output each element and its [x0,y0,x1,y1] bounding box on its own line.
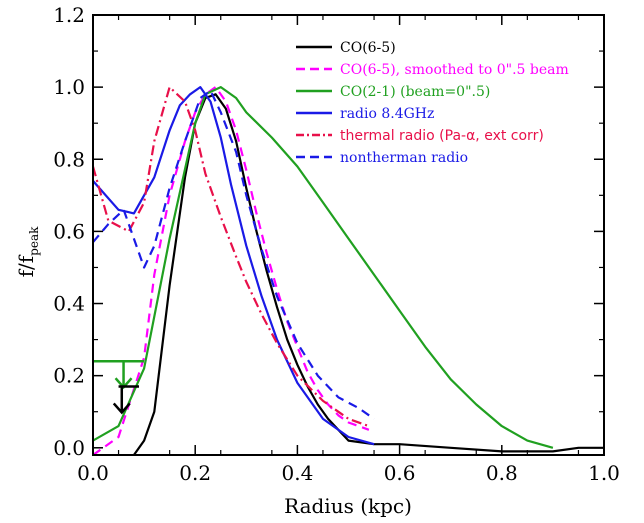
x-tick-label: 0.4 [281,461,313,485]
legend-label-5: nontherman radio [340,150,468,166]
y-axis-label: f/fpeak [14,226,41,277]
x-axis-label: Radius (kpc) [284,494,412,518]
plot-area [93,85,604,455]
upper-limit-arrow-head-1 [112,402,131,415]
series-line-1 [93,85,370,455]
y-tick-label: 0.6 [53,219,85,243]
y-tick-label: 0.8 [53,147,85,171]
legend: CO(6-5) CO(6-5), smoothed to 0".5 beam CO(… [296,40,569,166]
series-line-4 [93,85,370,428]
y-tick-label: 1.2 [53,3,85,27]
x-tick-label: 1.0 [588,461,620,485]
series-line-0 [133,93,604,455]
plot-frame [92,14,605,456]
series-line-3 [93,85,375,446]
x-tick-label: 0.6 [384,461,416,485]
x-tick-label: 0.8 [486,461,518,485]
y-axis-label-sub: peak [27,226,41,256]
series-line-2 [93,85,554,449]
x-tick-label: 0.2 [179,461,211,485]
x-tick-label: 0.0 [77,461,109,485]
axis-tick-labels: 0.0 0.2 0.4 0.6 0.8 1.0 0.0 0.2 0.4 0.6 0.8 1.0 1.2 [53,3,620,485]
legend-label-2: CO(2-1) (beam=0".5) [340,84,490,100]
y-tick-label: 1.0 [53,75,85,99]
legend-label-4: thermal radio (Pa-α, ext corr) [340,128,544,144]
legend-label-0: CO(6-5) [340,40,396,56]
y-tick-label: 0.0 [53,436,85,460]
y-tick-label: 0.4 [53,292,85,316]
y-axis-label-main: f/f [14,254,38,277]
upper-limit-markers [93,359,145,415]
legend-label-1: CO(6-5), smoothed to 0".5 beam [340,62,569,78]
series-line-5 [93,89,375,420]
legend-label-3: radio 8.4GHz [340,106,434,122]
y-tick-label: 0.2 [53,364,85,388]
